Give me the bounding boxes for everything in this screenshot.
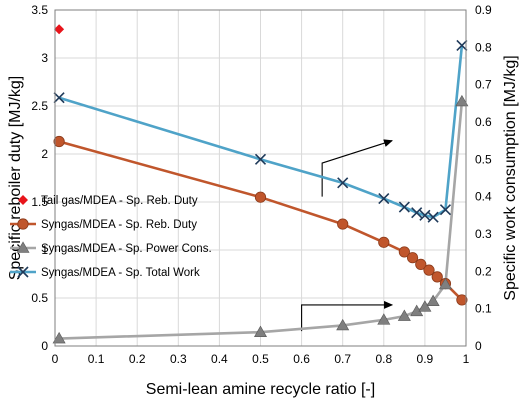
data-point-series-3 [336, 318, 350, 331]
data-point-series-4 [398, 201, 410, 213]
data-point-series-3 [438, 277, 452, 290]
right-tick-label: 0.5 [475, 152, 492, 166]
right-tick-label: 0.2 [475, 264, 492, 278]
data-point-series-2 [423, 264, 435, 276]
left-axis-ticks: 0 0.5 1 1.5 2 2.5 3 3.5 [31, 3, 48, 353]
left-tick-label: 1 [41, 243, 48, 257]
data-point-series-4 [439, 204, 452, 216]
data-point-series-4 [254, 153, 267, 165]
data-point-series-4 [378, 192, 390, 205]
right-axis-ticks: 0 0.1 0.2 0.3 0.4 0.5 0.6 0.7 0.8 0.9 [475, 3, 492, 353]
data-point-series-2 [415, 258, 427, 270]
left-tick-label: 1.5 [31, 195, 48, 209]
x-tick-label: 0.9 [417, 352, 434, 366]
data-point-series-3 [455, 94, 469, 107]
legend-marker-1 [18, 195, 28, 205]
data-point-series-1 [54, 24, 65, 35]
series-markers [52, 24, 469, 344]
right-tick-label: 0.9 [475, 3, 492, 17]
right-tick-label: 0.6 [475, 115, 492, 129]
legend-marker-2 [17, 218, 29, 230]
left-tick-label: 3.5 [31, 3, 48, 17]
x-tick-label: 0.7 [334, 352, 351, 366]
legend-label-2: Syngas/MDEA - Sp. Reb. Duty [41, 219, 197, 231]
left-tick-label: 3 [41, 51, 48, 65]
plot-frame [54, 9, 467, 347]
data-point-series-2 [53, 135, 65, 148]
data-point-series-2 [337, 218, 349, 230]
data-point-series-4 [411, 207, 423, 219]
annotation-arrow [321, 139, 393, 197]
data-point-series-2 [254, 191, 267, 203]
data-point-series-2 [431, 271, 443, 283]
data-point-series-3 [52, 331, 66, 344]
legend-marker-4 [17, 266, 29, 278]
data-point-series-4 [419, 209, 431, 221]
right-tick-label: 0 [475, 339, 482, 353]
data-point-series-2 [398, 246, 410, 258]
data-point-series-2 [378, 236, 390, 248]
left-tick-label: 2 [41, 147, 48, 161]
left-tick-label: 2.5 [31, 99, 48, 113]
left-axis-title: Specific reboiler duty [MJ/kg] [7, 76, 24, 281]
data-point-series-2 [406, 252, 419, 264]
x-tick-label: 0 [52, 352, 59, 366]
data-point-series-4 [456, 39, 468, 52]
legend-marker-3 [16, 241, 30, 253]
grid [54, 9, 467, 347]
x-tick-label: 0.1 [88, 352, 105, 366]
right-tick-label: 0.4 [475, 190, 492, 204]
x-axis-ticks: 0 0.1 0.2 0.3 0.4 0.5 0.6 0.7 0.8 0.9 1 [52, 352, 470, 366]
legend: Tail gas/MDEA - Sp. Reb. Duty Syngas/MDEA… [10, 195, 212, 279]
series-line-4 [58, 45, 464, 219]
x-tick-label: 0.2 [129, 352, 146, 366]
left-tick-label: 0 [41, 339, 48, 353]
data-point-series-2 [456, 294, 468, 306]
legend-label-1: Tail gas/MDEA - Sp. Reb. Duty [41, 195, 198, 207]
right-tick-label: 0.8 [475, 40, 492, 54]
left-tick-label: 0.5 [31, 291, 48, 305]
annotation-arrow [301, 300, 394, 332]
legend-label-4: Syngas/MDEA - Sp. Total Work [41, 267, 200, 279]
data-point-series-3 [377, 313, 391, 325]
right-axis-title: Specific work consumption [MJ/kg] [502, 55, 519, 300]
right-tick-label: 0.1 [475, 302, 492, 316]
data-point-series-3 [253, 325, 268, 337]
x-axis-title: Semi-lean amine recycle ratio [-] [146, 381, 375, 398]
data-point-series-3 [426, 294, 440, 307]
data-point-series-4 [337, 177, 349, 189]
x-tick-label: 0.6 [293, 352, 310, 366]
series-line-3 [59, 101, 464, 340]
x-tick-label: 0.3 [170, 352, 187, 366]
data-point-series-4 [427, 211, 439, 223]
x-tick-label: 0.8 [375, 352, 392, 366]
annotation-arrows [301, 139, 394, 332]
data-point-series-3 [397, 309, 411, 321]
x-tick-label: 1 [463, 352, 470, 366]
data-point-series-4 [53, 92, 65, 104]
data-point-series-3 [418, 300, 432, 312]
right-tick-label: 0.7 [475, 78, 492, 92]
right-tick-label: 0.3 [475, 227, 492, 241]
x-tick-label: 0.4 [211, 352, 228, 366]
x-tick-label: 0.5 [252, 352, 269, 366]
legend-label-3: Syngas/MDEA - Sp. Power Cons. [41, 243, 212, 255]
